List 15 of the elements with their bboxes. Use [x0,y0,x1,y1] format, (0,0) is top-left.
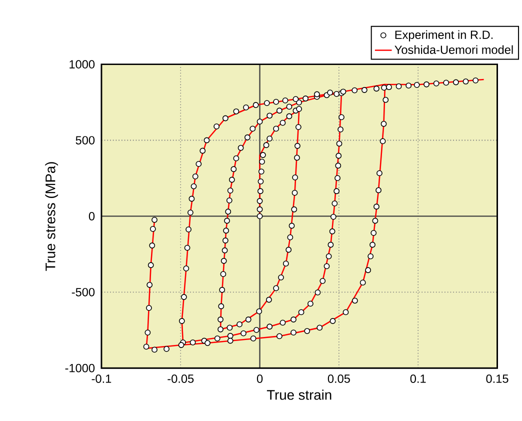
y-tick-label: 500 [76,136,95,145]
legend-label: Experiment in R.D. [395,30,493,42]
x-tick-label: -0.05 [168,374,194,384]
x-tick-label: 0.05 [328,374,350,384]
y-axis-title: True stress (MPa) [45,162,58,272]
y-tick-label: 1000 [70,60,95,69]
x-tick-label: 0.15 [486,374,508,384]
y-tick-label: 0 [88,212,95,221]
x-tick-label: 0 [256,374,263,384]
x-tick-label: -0.1 [92,374,112,384]
legend-label: Yoshida-Uemori model [394,46,513,54]
y-tick-label: -500 [72,288,95,297]
x-tick-label: 0.1 [410,374,426,384]
y-tick-label: -1000 [65,364,95,373]
x-axis-title: True strain [266,390,332,400]
